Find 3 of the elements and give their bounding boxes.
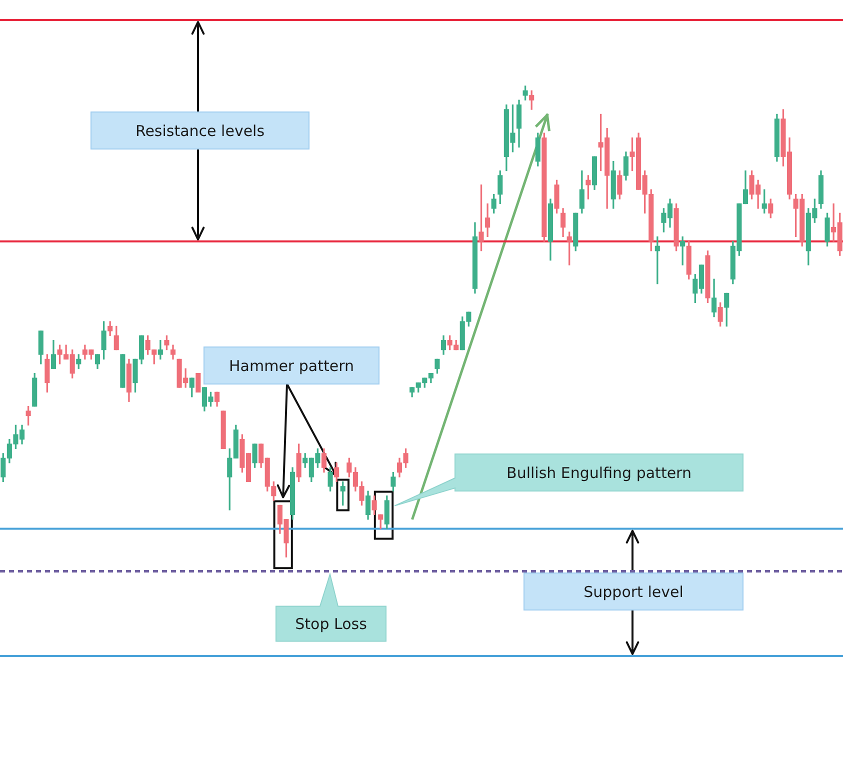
candlestick bbox=[680, 236, 686, 266]
annotation: Bullish Engulfing pattern bbox=[506, 462, 692, 484]
ref-line-label: Stop Loss bbox=[294, 614, 368, 635]
